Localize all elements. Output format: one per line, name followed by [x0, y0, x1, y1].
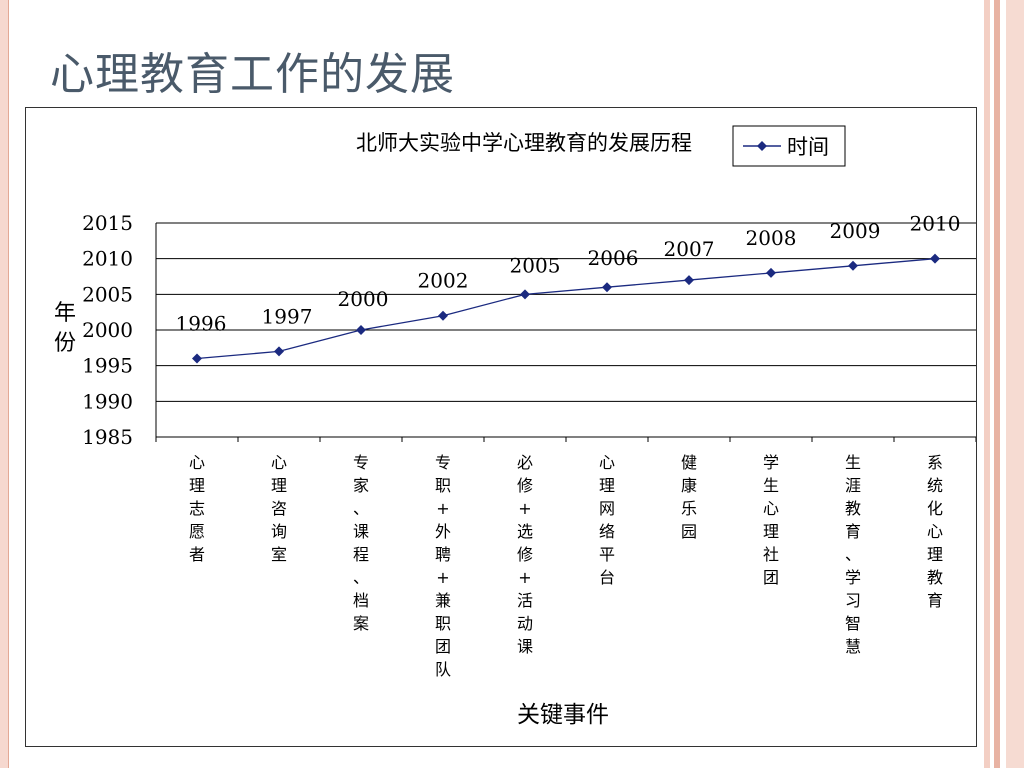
category-label: 专职+外聘+兼职团队: [435, 453, 451, 679]
data-label: 2002: [418, 269, 469, 293]
data-point: [848, 260, 858, 271]
x-axis-label: 关键事件: [517, 702, 609, 728]
x-axis: [155, 223, 977, 442]
y-tick-label: 2010: [82, 247, 133, 271]
data-point: [520, 289, 530, 300]
data-point: [684, 275, 694, 286]
series-polyline: [196, 258, 936, 360]
y-tick-label: 2000: [82, 318, 133, 342]
data-labels: 1996 1997 2000 2002 2005 2006 2007 2008 2009 2010: [176, 212, 961, 336]
y-tick-label: 2005: [82, 282, 133, 306]
data-point: [192, 353, 202, 364]
category-label: 生涯教育、学习智慧: [845, 453, 861, 656]
data-label: 2008: [746, 226, 797, 250]
category-labels: 心理志愿者 心理咨询室 专家、课程、档案 专职+外聘+兼职团队 必修+选修+活动课 心理网…: [189, 453, 943, 679]
data-point: [274, 346, 284, 357]
data-label: 2006: [588, 246, 639, 270]
data-points: [192, 253, 940, 364]
data-label: 2007: [664, 237, 715, 261]
chart-title: 北师大实验中学心理教育的发展历程: [356, 131, 692, 155]
y-tick-label: 1995: [82, 354, 133, 378]
data-label: 2000: [338, 287, 389, 311]
data-label: 2005: [510, 253, 561, 277]
data-label: 2009: [830, 219, 881, 243]
category-label: 学生心理社团: [763, 453, 779, 587]
category-label: 健康乐园: [681, 453, 697, 541]
data-label: 2010: [910, 212, 961, 236]
slide-border-right: [980, 0, 1024, 768]
y-tick-label: 1990: [82, 389, 133, 413]
y-axis-label: 年份: [54, 301, 76, 356]
data-point: [356, 325, 366, 335]
data-point: [930, 253, 940, 264]
y-tick-label: 1985: [82, 425, 133, 449]
y-tick-labels: 2015 2010 2005 2000 1995 1990 1985: [82, 211, 133, 449]
category-label: 心理咨询室: [271, 453, 287, 564]
legend-marker: [757, 141, 767, 151]
y-tick-label: 2015: [82, 211, 133, 235]
series-line: [196, 258, 936, 360]
chart-frame: 北师大实验中学心理教育的发展历程 时间 年份 关键事件 2015 2010 2005…: [25, 107, 977, 747]
data-point: [766, 267, 776, 278]
category-label: 必修+选修+活动课: [517, 453, 533, 656]
data-point: [602, 282, 612, 293]
category-label: 系统化心理教育: [927, 453, 943, 610]
legend-label: 时间: [787, 135, 829, 159]
category-label: 心理网络平台: [599, 453, 615, 587]
legend: 时间: [732, 125, 846, 167]
data-label: 1997: [262, 304, 313, 328]
data-point: [438, 310, 448, 321]
data-label: 1996: [176, 312, 227, 336]
category-label: 专家、课程、档案: [353, 453, 369, 633]
chart-svg: 北师大实验中学心理教育的发展历程 时间 年份 关键事件 2015 2010 2005…: [54, 125, 977, 728]
gridlines: [156, 222, 976, 438]
slide-border-left: [0, 0, 9, 768]
slide-title: 心理教育工作的发展: [50, 49, 455, 100]
category-label: 心理志愿者: [189, 453, 205, 564]
